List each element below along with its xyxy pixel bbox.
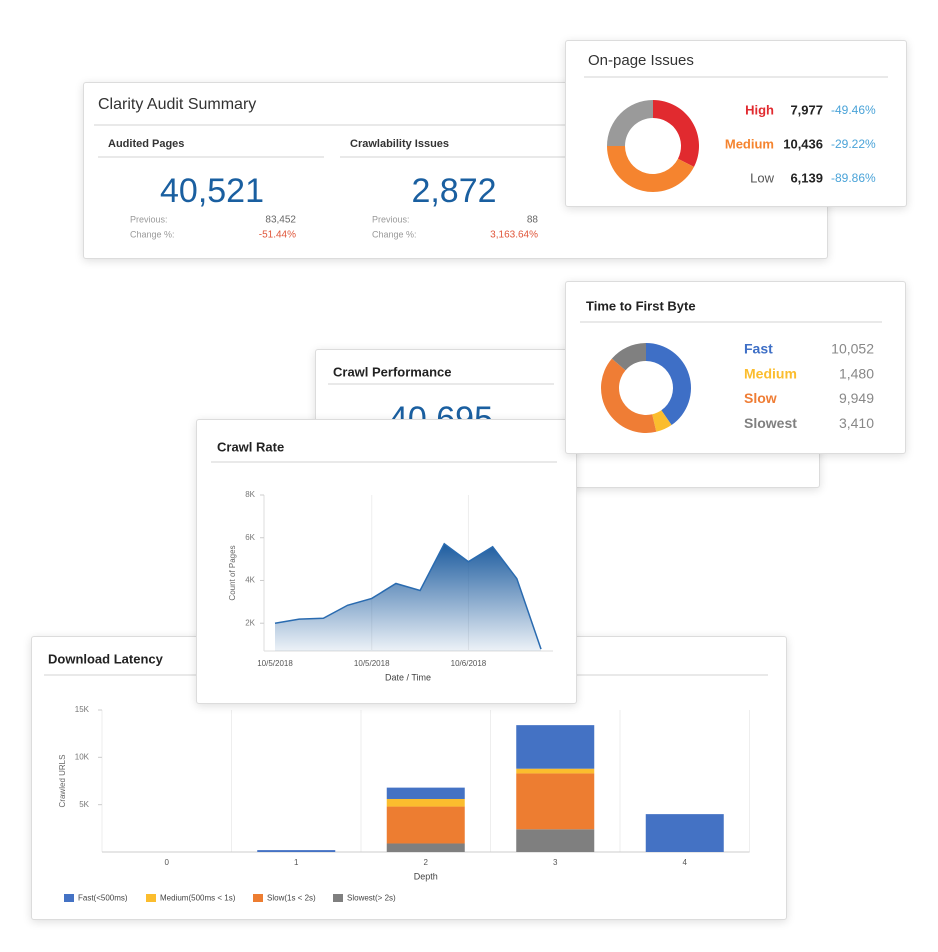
bar-segment — [257, 850, 336, 852]
value-label: 3,410 — [839, 415, 874, 431]
y-axis-label: Count of Pages — [228, 545, 237, 600]
area — [275, 543, 541, 651]
bar-segment — [516, 773, 595, 830]
change-label: -49.46% — [831, 103, 876, 117]
change-value: 3,163.64% — [490, 230, 538, 241]
rate-svg: Crawl Rate 2K 4K 6K 8K 10/5/2018 10/5/2018 10/6… — [211, 439, 557, 682]
legend-swatch — [253, 894, 263, 902]
previous-value: 83,452 — [265, 215, 296, 226]
category-label: Medium — [744, 365, 797, 381]
x-tick-label: 10/5/2018 — [257, 659, 293, 668]
donut-segment — [653, 100, 699, 167]
category-label: Medium — [725, 136, 774, 151]
x-tick-label: 4 — [683, 858, 688, 867]
donut-segment — [607, 146, 694, 192]
value-label: 7,977 — [790, 102, 823, 117]
bar-segment — [386, 843, 465, 852]
y-tick-label: 10K — [75, 752, 90, 761]
category-label: Fast — [744, 341, 773, 357]
bar-segment — [386, 787, 465, 799]
x-tick-label: 10/6/2018 — [451, 659, 487, 668]
x-tick-label: 0 — [165, 858, 170, 867]
change-value: -51.44% — [259, 230, 296, 241]
category-label: High — [745, 102, 774, 117]
onpage-svg: On-page Issues High 7,977 -49.46% Medium 10,4… — [584, 52, 888, 192]
change-label: Change %: — [130, 229, 175, 239]
card-title: Crawl Performance — [333, 364, 452, 379]
y-tick-label: 15K — [75, 705, 90, 714]
section-title: Audited Pages — [108, 138, 184, 150]
previous-label: Previous: — [130, 214, 168, 224]
bar-segment — [516, 768, 595, 774]
x-axis-label: Date / Time — [385, 672, 431, 682]
y-tick-label: 6K — [245, 533, 255, 542]
previous-label: Previous: — [372, 214, 410, 224]
donut-segment — [652, 410, 672, 432]
category-label: Low — [750, 170, 774, 185]
value-label: 9,949 — [839, 390, 874, 406]
bar-segment — [386, 798, 465, 807]
y-tick-label: 5K — [79, 800, 89, 809]
line — [274, 542, 542, 650]
legend-label: Fast(<500ms) — [78, 894, 128, 903]
legend-label: Slow(1s < 2s) — [267, 894, 316, 903]
change-label: -29.22% — [831, 137, 876, 151]
legend-swatch — [333, 894, 343, 902]
latency-svg: Download Latency 5K 10K 15K 0 1 2 3 4 Depth Crawle… — [44, 651, 768, 903]
change-label: -89.86% — [831, 171, 876, 185]
rate-card: Crawl Rate 2K 4K 6K 8K 10/5/2018 10/5/2018 10/6… — [196, 419, 577, 704]
card-title: Time to First Byte — [586, 298, 696, 313]
x-tick-label: 3 — [553, 858, 558, 867]
legend-swatch — [64, 894, 74, 902]
y-tick-label: 8K — [245, 490, 255, 499]
ttfb-svg: Time to First Byte Fast 10,052 Medium 1,480 S… — [580, 298, 882, 433]
x-tick-label: 1 — [294, 858, 299, 867]
x-axis-label: Depth — [414, 871, 438, 881]
card-title: Crawl Rate — [217, 439, 284, 454]
bar-segment — [516, 829, 595, 852]
category-label: Slowest — [744, 415, 797, 431]
y-tick-label: 4K — [245, 576, 255, 585]
previous-value: 88 — [527, 215, 539, 226]
card-title: Download Latency — [48, 651, 164, 666]
latency-card: Download Latency 5K 10K 15K 0 1 2 3 4 Depth Crawle… — [31, 636, 787, 920]
legend-label: Slowest(> 2s) — [347, 894, 396, 903]
ttfb-card: Time to First Byte Fast 10,052 Medium 1,480 S… — [565, 281, 906, 454]
legend-swatch — [146, 894, 156, 902]
donut-segment — [611, 343, 646, 371]
donut-segment — [607, 100, 653, 147]
x-tick-label: 10/5/2018 — [354, 659, 390, 668]
value-label: 10,052 — [831, 341, 874, 357]
section-title: Crawlability Issues — [350, 138, 449, 150]
category-label: Slow — [744, 390, 777, 406]
card-title: Clarity Audit Summary — [98, 96, 256, 113]
value-label: 1,480 — [839, 365, 874, 381]
big-number: 40,521 — [160, 172, 264, 210]
donut-segment — [646, 343, 691, 426]
audit-svg: Clarity Audit Summary Audited Pages 40,521… — [94, 96, 814, 241]
legend-label: Medium(500ms < 1s) — [160, 894, 236, 903]
onpage-card: On-page Issues High 7,977 -49.46% Medium 10,4… — [565, 40, 907, 207]
card-title: On-page Issues — [588, 52, 694, 69]
value-label: 6,139 — [790, 170, 823, 185]
bar-segment — [645, 814, 724, 852]
donut-segment — [601, 358, 657, 433]
bar-segment — [386, 806, 465, 844]
value-label: 10,436 — [783, 136, 823, 151]
y-axis-label: Crawled URLS — [58, 755, 67, 808]
y-tick-label: 2K — [245, 618, 255, 627]
bar-segment — [516, 725, 595, 769]
change-label: Change %: — [372, 229, 417, 239]
big-number: 2,872 — [411, 172, 496, 210]
x-tick-label: 2 — [424, 858, 429, 867]
